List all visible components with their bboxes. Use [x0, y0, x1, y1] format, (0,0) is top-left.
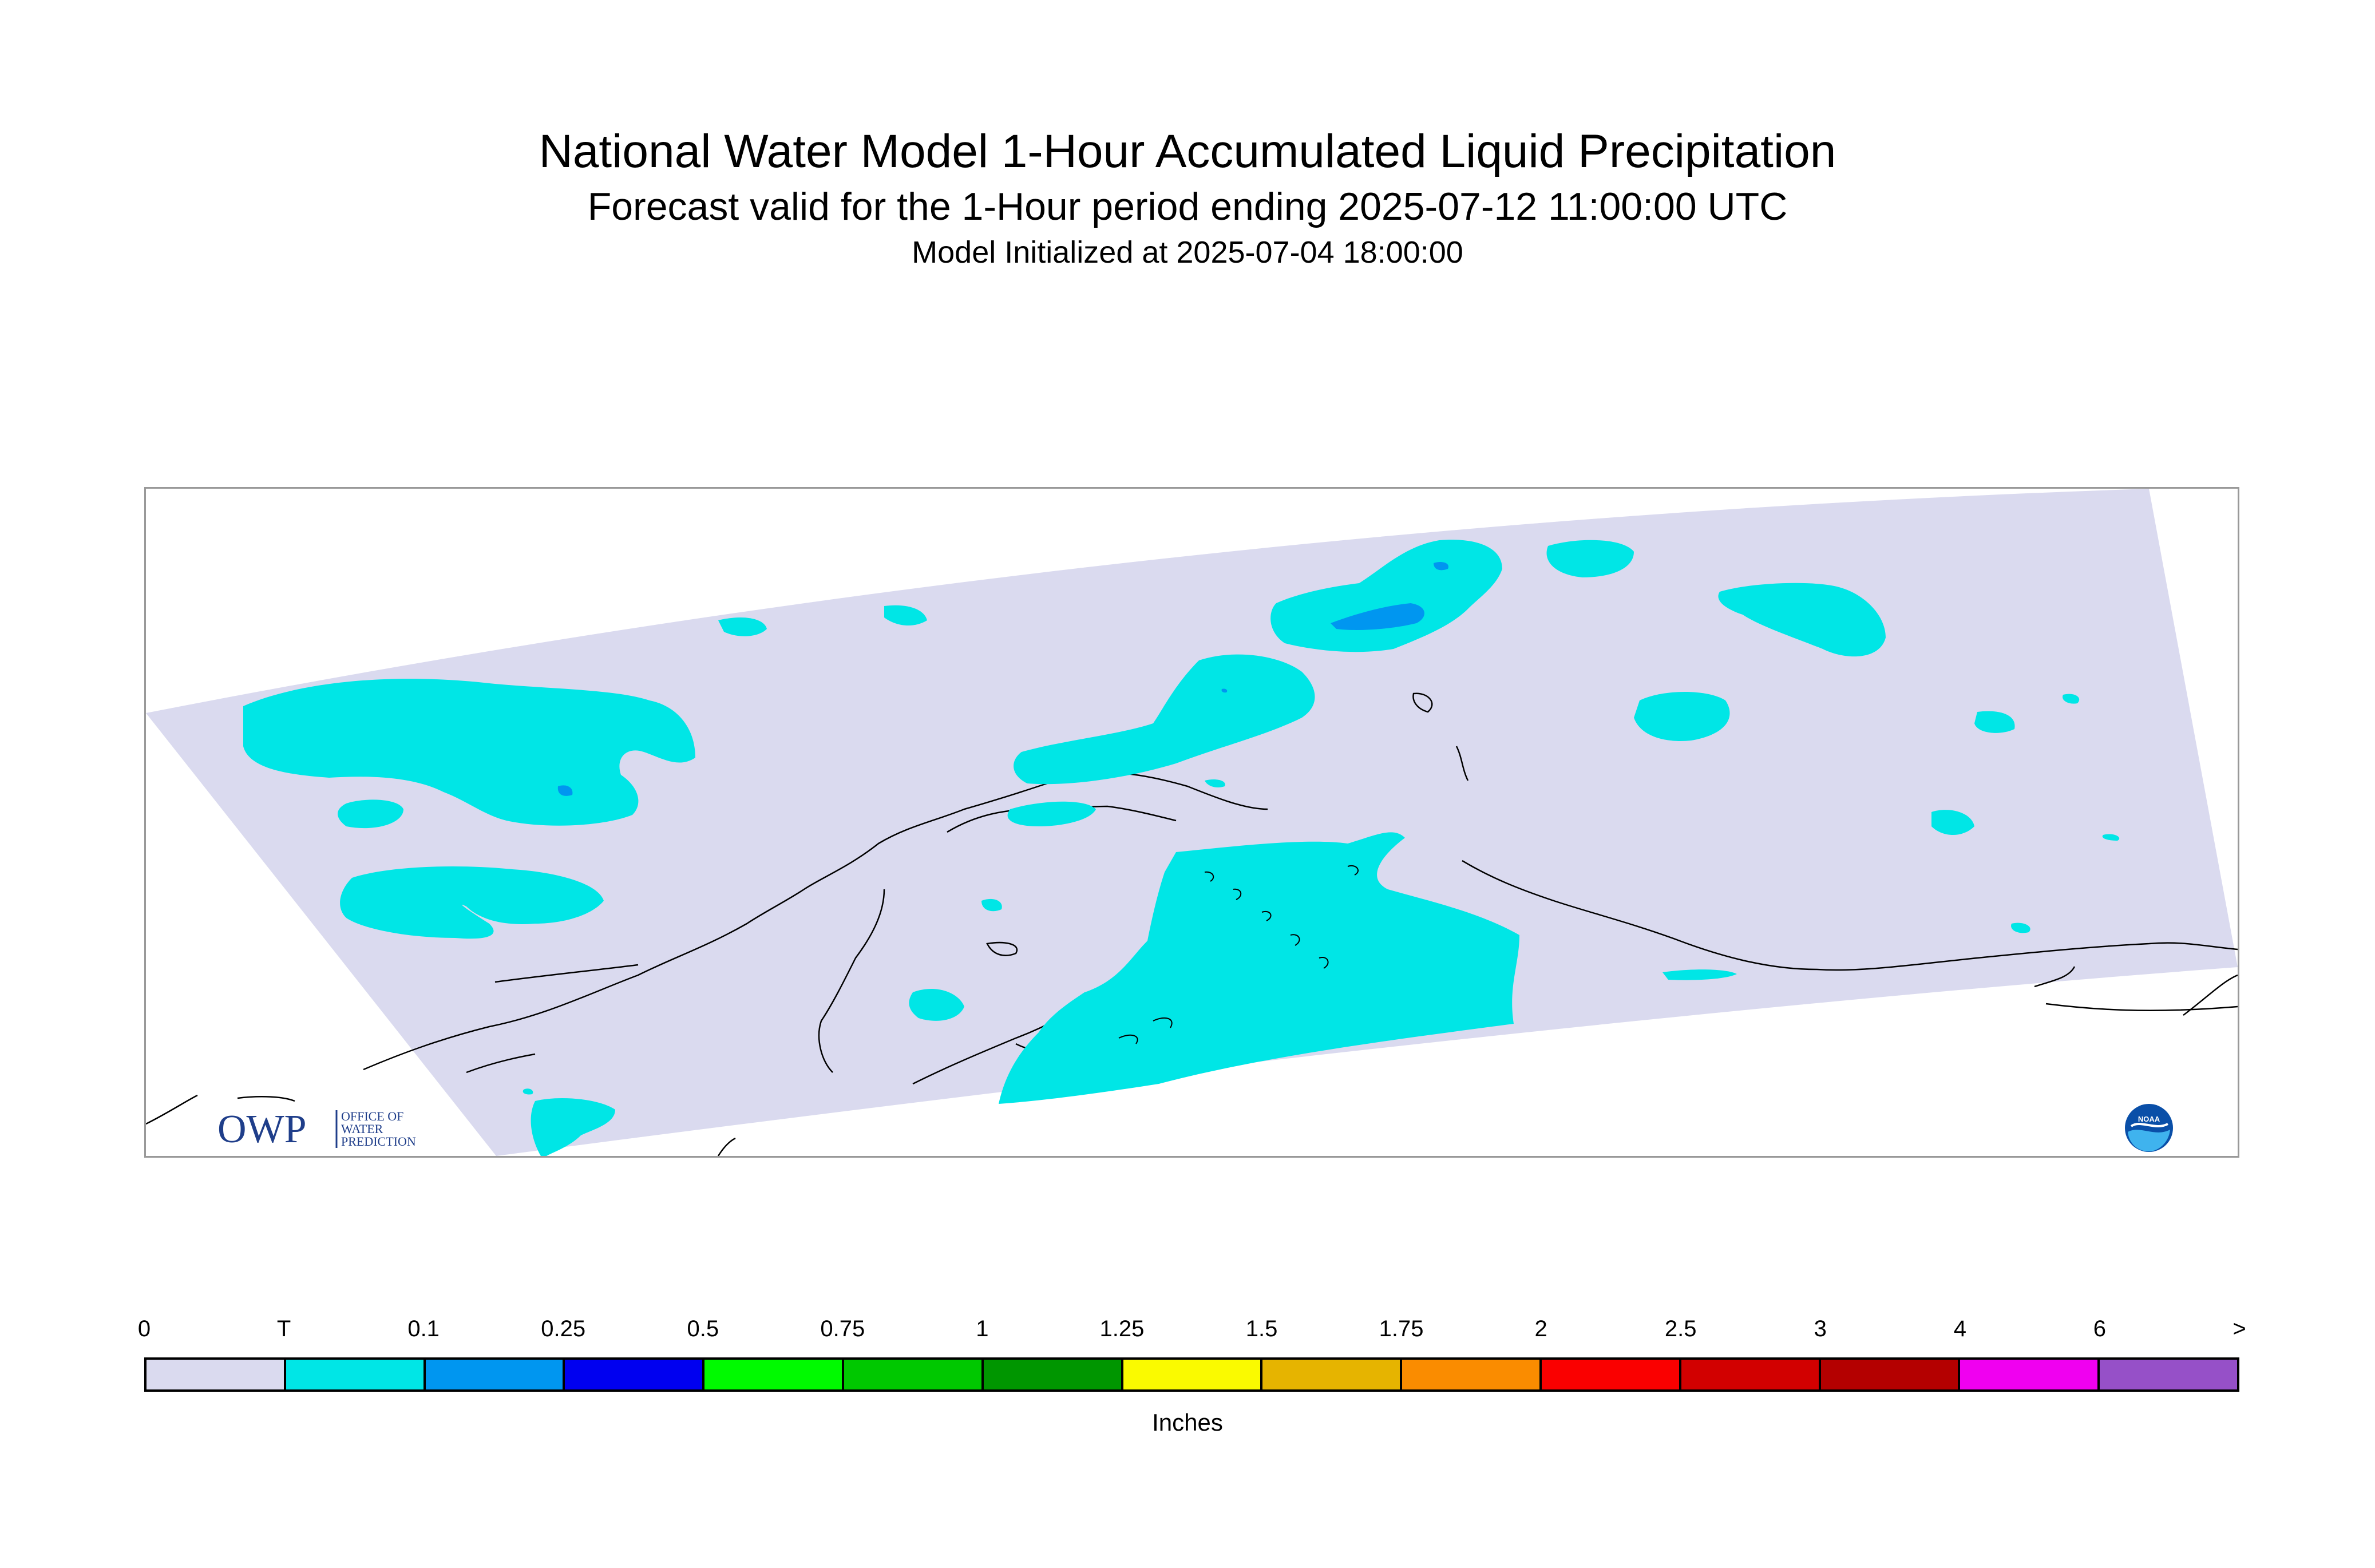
precip-blob [1662, 969, 1737, 980]
colorbar-swatch [1402, 1360, 1542, 1389]
colorbar-swatch [844, 1360, 984, 1389]
precip-blob [1014, 654, 1315, 785]
model-init-subtitle: Model Initialized at 2025-07-04 18:00:00 [912, 235, 1463, 270]
colorbar-label: 4 [1953, 1316, 1966, 1341]
colorbar-swatch [1123, 1360, 1263, 1389]
west-shore [146, 1094, 198, 1125]
precip-blob-0-1 [1331, 603, 1424, 630]
precip-blob [1205, 779, 1225, 787]
owp-line-1: OFFICE OF [341, 1109, 403, 1123]
forecast-valid-subtitle: Forecast valid for the 1-Hour period end… [587, 185, 1788, 228]
precip-0-1-areas [557, 562, 1448, 796]
colorbar-swatch [286, 1360, 426, 1389]
aleutian-3 [466, 1053, 536, 1074]
island [1153, 1017, 1173, 1028]
colorbar-label: 1 [976, 1316, 989, 1341]
colorbar-label: 0.5 [687, 1316, 719, 1341]
precip-blob [1931, 810, 1974, 835]
noaa-emblem-icon: NOAA [2125, 1104, 2173, 1152]
precip-blob [718, 617, 767, 636]
chart-title: National Water Model 1-Hour Accumulated … [539, 125, 1836, 177]
precip-blob [2063, 694, 2080, 704]
coast-east [2034, 966, 2076, 988]
colorbar-swatch [147, 1360, 286, 1389]
island [1233, 888, 1242, 900]
precip-blob [1546, 540, 1634, 577]
island [1290, 934, 1300, 946]
precip-blob [999, 832, 1519, 1104]
island [1261, 910, 1272, 921]
precip-blob [243, 679, 695, 826]
precip-blob [2102, 834, 2120, 841]
island-3 [1455, 746, 1469, 781]
west-shore-2 [237, 1096, 295, 1102]
colorbar-swatch [1820, 1360, 1961, 1389]
colorbar-label: 1.25 [1099, 1316, 1145, 1341]
precip-blob [531, 1098, 615, 1156]
precip-blob [884, 605, 927, 626]
owp-mark: OWP [217, 1107, 307, 1151]
owp-logo: OWP OFFICE OF WATER PREDICTION [217, 1107, 446, 1155]
island [1118, 1034, 1138, 1044]
colorbar-label: 0.75 [820, 1316, 865, 1341]
colorbar-swatch [983, 1360, 1123, 1389]
precip-blob [340, 866, 604, 939]
colorbar-swatch [1541, 1360, 1681, 1389]
island [1347, 865, 1359, 876]
precip-blob [1634, 692, 1730, 741]
precip-blob [909, 989, 964, 1021]
colorbar [144, 1357, 2239, 1392]
alaska-south-coast [1462, 860, 2238, 971]
colorbar-swatch [425, 1360, 565, 1389]
map-canvas [146, 489, 2238, 1156]
precip-blob [1718, 583, 1886, 657]
bottom-shore [717, 1137, 736, 1156]
colorbar-label: 0.1 [407, 1316, 440, 1341]
colorbar-swatch [704, 1360, 844, 1389]
colorbar-label: 1.75 [1379, 1316, 1424, 1341]
precip-blob-0-1 [557, 785, 573, 796]
colorbar-label: 2 [1534, 1316, 1547, 1341]
island [1204, 871, 1214, 882]
noaa-text: NOAA [2138, 1115, 2160, 1123]
precip-blob [981, 898, 1002, 912]
owp-line-3: PREDICTION [341, 1134, 416, 1149]
colorbar-swatch [1262, 1360, 1403, 1389]
colorbar-label: > [2232, 1316, 2246, 1341]
model-domain [146, 489, 2238, 1156]
precip-blob [1974, 711, 2015, 733]
colorbar-label: 0 [137, 1316, 151, 1341]
precipitation-map[interactable]: OWP OFFICE OF WATER PREDICTION NOAA [144, 487, 2239, 1158]
precip-trace-areas [243, 540, 2120, 1156]
precip-blob [2011, 922, 2030, 933]
colorbar-swatch [1960, 1360, 2100, 1389]
border-line [818, 889, 885, 1073]
colorbar-label: T [276, 1316, 291, 1341]
precip-blob [522, 1088, 533, 1095]
precip-blob-0-1 [1434, 562, 1448, 571]
island-details [1118, 865, 1359, 1044]
colorbar-label: 1.5 [1245, 1316, 1278, 1341]
colorbar-label: 6 [2093, 1316, 2107, 1341]
precip-blob-0-1 [1221, 688, 1228, 693]
island [1319, 957, 1329, 969]
owp-line-2: WATER [341, 1122, 383, 1136]
colorbar-label: 3 [1814, 1316, 1827, 1341]
colorbar-label: 2.5 [1664, 1316, 1697, 1341]
island-1 [986, 941, 1018, 956]
colorbar-swatch [1681, 1360, 1821, 1389]
coast-far-east [2183, 974, 2238, 1016]
aleutian-2 [494, 964, 639, 983]
colorbar-swatch [565, 1360, 705, 1389]
island-2 [1412, 692, 1433, 713]
colorbar-label: 0.25 [541, 1316, 586, 1341]
colorbar-swatch [2100, 1360, 2237, 1389]
noaa-logo: NOAA [2123, 1102, 2175, 1156]
precip-blob [1007, 801, 1096, 826]
colorbar-units: Inches [1152, 1409, 1223, 1436]
precip-blob [1306, 593, 1315, 598]
precip-blob [338, 799, 403, 829]
land-border [2045, 1003, 2238, 1012]
